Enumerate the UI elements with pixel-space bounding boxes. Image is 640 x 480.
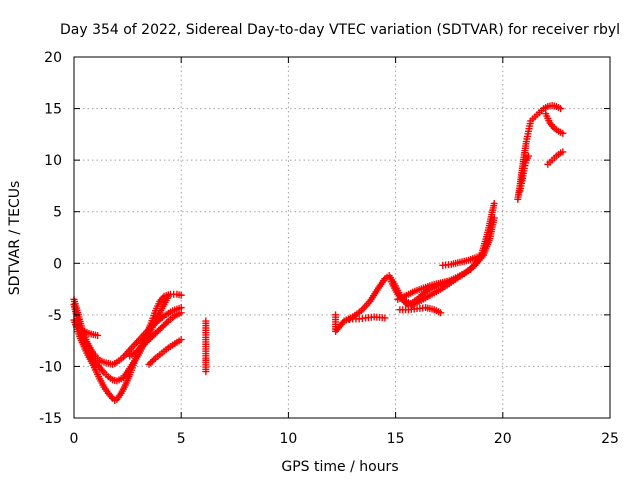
- data-point: [161, 320, 169, 328]
- data-point: [156, 325, 164, 333]
- chart-title: Day 354 of 2022, Sidereal Day-to-day VTE…: [60, 22, 620, 38]
- data-point: [151, 329, 159, 337]
- x-tick-label: 15: [387, 431, 405, 447]
- data-point: [437, 309, 445, 317]
- x-tick-labels: 0 5 10 15 20 25: [70, 431, 619, 447]
- data-point: [147, 334, 155, 342]
- data-point: [135, 345, 143, 353]
- data-point: [148, 357, 156, 365]
- data-point: [94, 331, 102, 339]
- x-axis-label: GPS time / hours: [281, 459, 398, 475]
- data-point: [145, 360, 153, 368]
- data-point: [132, 348, 140, 356]
- y-tick-label: -15: [39, 411, 62, 427]
- x-tick-label: 25: [601, 431, 619, 447]
- data-point: [202, 368, 210, 376]
- data-point: [139, 342, 147, 350]
- data-point: [147, 359, 155, 367]
- data-point: [134, 346, 142, 354]
- y-tick-label: 0: [53, 256, 62, 272]
- x-tick-label: 0: [70, 431, 79, 447]
- y-tick-label: 15: [44, 102, 62, 118]
- data-point: [150, 356, 158, 364]
- data-point: [153, 328, 161, 336]
- data-point: [150, 331, 158, 339]
- data-point: [137, 343, 145, 351]
- axis-ticks: [73, 56, 611, 419]
- data-point: [445, 277, 453, 285]
- data-point: [559, 129, 567, 137]
- data-point: [177, 336, 185, 344]
- y-tick-labels: -15 -10 -5 0 5 10 15 20: [39, 50, 62, 427]
- y-tick-label: 5: [53, 205, 62, 221]
- data-point: [480, 251, 488, 259]
- data-point: [490, 214, 498, 222]
- data-point: [148, 333, 156, 341]
- data-point: [559, 148, 567, 156]
- x-tick-label: 20: [494, 431, 512, 447]
- data-point: [490, 199, 498, 207]
- data-markers: [70, 101, 567, 404]
- data-point: [525, 152, 533, 160]
- data-point: [177, 291, 185, 299]
- x-tick-label: 10: [279, 431, 297, 447]
- plot-frame: [73, 56, 611, 419]
- data-point: [140, 340, 148, 348]
- data-point: [177, 309, 185, 317]
- data-point: [160, 322, 168, 330]
- data-point: [381, 314, 389, 322]
- y-tick-label: 20: [44, 50, 62, 66]
- data-point: [145, 336, 153, 344]
- data-point: [163, 319, 171, 327]
- data-point: [143, 337, 151, 345]
- y-tick-label: -5: [48, 308, 62, 324]
- data-point: [155, 326, 163, 334]
- y-tick-label: 10: [44, 153, 62, 169]
- data-point: [557, 105, 565, 113]
- x-tick-label: 5: [177, 431, 186, 447]
- y-axis-label: SDTVAR / TECUs: [7, 181, 23, 296]
- data-point: [158, 323, 166, 331]
- data-point: [142, 339, 150, 347]
- grid: [74, 57, 610, 418]
- y-tick-label: -10: [39, 359, 62, 375]
